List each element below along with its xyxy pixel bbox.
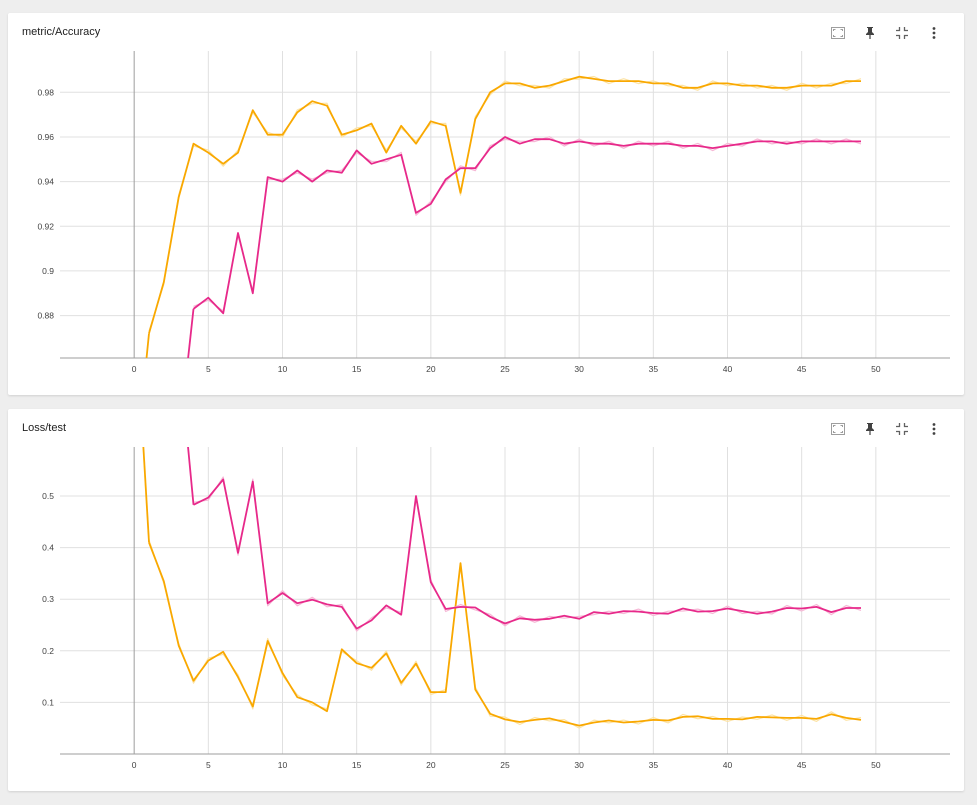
x-tick-label: 10 — [278, 364, 288, 374]
series-raw-line — [193, 476, 862, 632]
series-lead-line — [145, 333, 150, 358]
more-options-button[interactable] — [918, 419, 950, 439]
y-tick-label: 0.5 — [42, 491, 54, 501]
x-tick-label: 35 — [649, 364, 659, 374]
fit-domain-icon — [896, 27, 908, 39]
series-line-pink[interactable] — [192, 136, 862, 315]
series-line-orange[interactable] — [148, 75, 861, 334]
series-raw-line — [148, 539, 862, 729]
chart-toolbar — [822, 419, 950, 439]
y-tick-label: 0.2 — [42, 646, 54, 656]
chart-card-loss: Loss/test 0 5 10 15 20 25 30 35 40 45 50 0.1 — [8, 409, 964, 791]
loss-chart[interactable]: 0 5 10 15 20 25 30 35 40 45 50 0.1 0.2 0.3 0.4 0.5 — [8, 409, 964, 791]
series-group — [145, 75, 862, 358]
y-tick-label: 0.94 — [37, 177, 54, 187]
x-tick-label: 15 — [352, 364, 362, 374]
y-tick-label: 0.3 — [42, 594, 54, 604]
y-tick-label: 0.4 — [42, 543, 54, 553]
chart-card-accuracy: metric/Accuracy 0 5 10 15 20 25 30 35 40 4 — [8, 13, 964, 395]
x-tick-label: 20 — [426, 364, 436, 374]
x-tick-label: 25 — [500, 364, 510, 374]
x-tick-label: 30 — [574, 364, 584, 374]
x-tick-label: 0 — [132, 364, 137, 374]
fullscreen-button[interactable] — [822, 23, 854, 43]
x-tick-label: 40 — [723, 760, 733, 770]
fullscreen-button[interactable] — [822, 419, 854, 439]
more-vert-icon — [932, 423, 936, 435]
y-tick-label: 0.1 — [42, 697, 54, 707]
y-tick-label: 0.96 — [37, 132, 54, 142]
series-lead-line — [187, 447, 195, 505]
y-tick-label: 0.9 — [42, 266, 54, 276]
fit-domain-button[interactable] — [886, 23, 918, 43]
x-tick-label: 40 — [723, 364, 733, 374]
chart-title: Loss/test — [22, 422, 67, 434]
pin-icon — [866, 27, 874, 39]
x-tick-label: 5 — [206, 760, 211, 770]
x-tick-label: 0 — [132, 760, 137, 770]
series-lead-line — [142, 447, 150, 543]
x-tick-label: 45 — [797, 760, 807, 770]
more-vert-icon — [932, 27, 936, 39]
fullscreen-icon — [831, 423, 845, 435]
series-lead-line — [187, 308, 195, 358]
pin-button[interactable] — [854, 419, 886, 439]
fit-domain-button[interactable] — [886, 419, 918, 439]
x-tick-label: 15 — [352, 760, 362, 770]
x-tick-label: 5 — [206, 364, 211, 374]
x-tick-label: 25 — [500, 760, 510, 770]
x-tick-label: 10 — [278, 760, 288, 770]
chart-title: metric/Accuracy — [22, 26, 101, 38]
series-line-orange[interactable] — [148, 542, 862, 727]
series-raw-line — [193, 136, 862, 312]
series-raw-line — [148, 75, 862, 332]
x-tick-label: 35 — [649, 760, 659, 770]
x-tick-label: 20 — [426, 760, 436, 770]
y-tick-label: 0.88 — [37, 311, 54, 321]
series-line-pink[interactable] — [193, 478, 862, 630]
x-tick-label: 50 — [871, 760, 881, 770]
x-tick-label: 50 — [871, 364, 881, 374]
series-group — [142, 447, 862, 729]
pin-button[interactable] — [854, 23, 886, 43]
pin-icon — [866, 423, 874, 435]
y-tick-label: 0.92 — [37, 221, 54, 231]
x-tick-label: 45 — [797, 364, 807, 374]
accuracy-chart[interactable]: 0 5 10 15 20 25 30 35 40 45 50 0.88 0.9 0.92 0.94 0.96 0… — [8, 13, 964, 395]
chart-toolbar — [822, 23, 950, 43]
fullscreen-icon — [831, 27, 845, 39]
y-tick-label: 0.98 — [37, 87, 54, 97]
more-options-button[interactable] — [918, 23, 950, 43]
x-tick-label: 30 — [574, 760, 584, 770]
fit-domain-icon — [896, 423, 908, 435]
